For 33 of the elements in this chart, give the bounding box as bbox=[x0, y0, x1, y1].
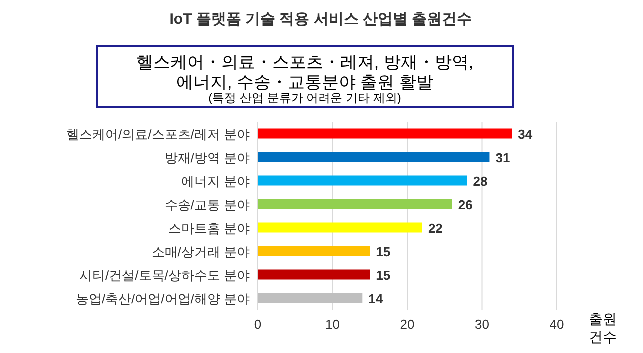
data-label: 15 bbox=[376, 268, 391, 283]
y-tick-label: 소매/상거래 분야 bbox=[152, 244, 250, 260]
x-tick-label: 0 bbox=[254, 317, 262, 332]
data-label: 31 bbox=[496, 150, 510, 166]
x-tick-label: 10 bbox=[326, 317, 340, 332]
y-tick-label: 농업/축산/어업/어업/해양 분야 bbox=[76, 291, 250, 306]
bar bbox=[258, 246, 370, 256]
bar bbox=[258, 176, 468, 186]
data-label: 14 bbox=[368, 291, 384, 306]
x-tick-label: 20 bbox=[400, 317, 415, 332]
bar bbox=[258, 293, 363, 304]
chart-title: IoT 플랫폼 기술 적용 서비스 산업별 출원건수 bbox=[170, 11, 472, 28]
x-tick-label: 40 bbox=[550, 317, 564, 332]
data-label: 15 bbox=[376, 244, 391, 260]
y-tick-label: 시티/건설/토목/상하수도 분야 bbox=[80, 268, 250, 283]
x-tick-label: 30 bbox=[475, 317, 490, 332]
y-tick-label: 에너지 분야 bbox=[181, 174, 250, 189]
y-tick-label: 수송/교통 분야 bbox=[164, 197, 250, 212]
data-label: 34 bbox=[518, 126, 534, 142]
bar bbox=[258, 199, 452, 210]
bar bbox=[258, 128, 512, 139]
y-tick-label: 헬스케어/의료/스포츠/레저 분야 bbox=[66, 126, 250, 142]
bar bbox=[258, 152, 490, 162]
data-label: 22 bbox=[428, 220, 443, 236]
data-label: 26 bbox=[458, 197, 473, 212]
data-label: 28 bbox=[473, 174, 488, 189]
bar bbox=[258, 270, 370, 280]
x-axis-title: 출원건수 bbox=[589, 311, 617, 345]
bar bbox=[258, 222, 422, 233]
y-tick-label: 방재/방역 분야 bbox=[164, 150, 250, 166]
text: (특정 산업 분류가 어려운 기타 제외) bbox=[208, 91, 402, 105]
text: 헬스케어・의료・스포츠・레져, 방재・방역, 에너지, 수송・교통분야 출원 활발 bbox=[136, 53, 474, 92]
y-tick-label: 스마트홈 분야 bbox=[168, 220, 250, 236]
